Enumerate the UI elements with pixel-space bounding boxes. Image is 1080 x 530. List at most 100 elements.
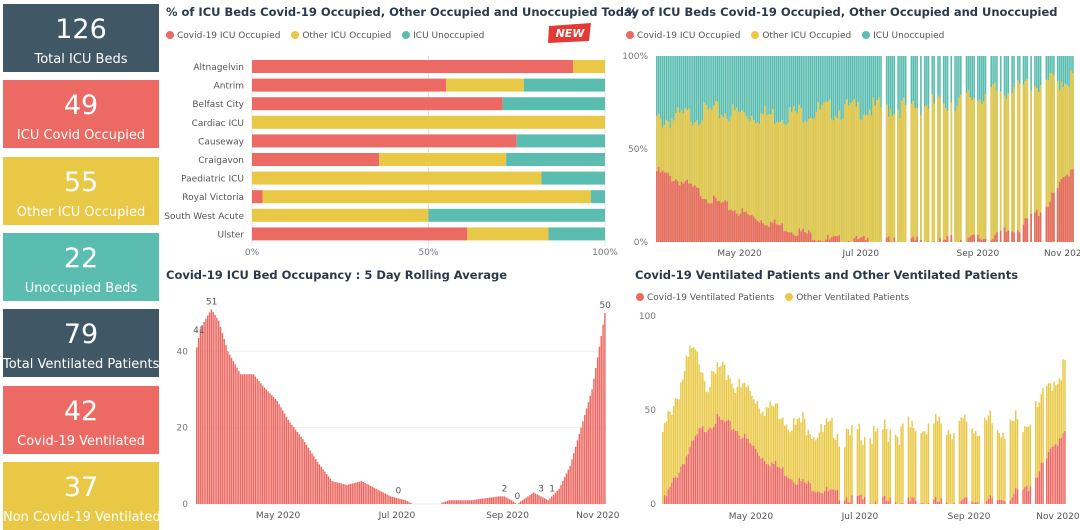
bar-segment (932, 94, 934, 242)
bar-segment (730, 209, 732, 242)
bar-segment (753, 399, 754, 446)
bar (485, 498, 486, 504)
bar-segment (878, 98, 880, 242)
bar-segment (667, 173, 669, 242)
bar (319, 464, 320, 504)
bar-segment (1055, 444, 1056, 504)
bar-segment (658, 167, 660, 242)
bar-segment (681, 182, 683, 242)
bar-segment (252, 153, 379, 166)
bar-segment (793, 235, 795, 242)
legend-item[interactable]: Other ICU Occupied (751, 31, 851, 41)
bar-segment (711, 203, 713, 242)
bar-segment (795, 484, 796, 504)
bar-segment (664, 423, 665, 495)
bar-segment (252, 227, 467, 240)
bar-segment (770, 222, 772, 242)
bar (337, 483, 338, 504)
bar (507, 498, 508, 504)
legend-item[interactable]: Covid-19 ICU Occupied (626, 31, 740, 41)
bar-segment (689, 447, 690, 504)
bar-segment (787, 232, 789, 242)
bar-segment (740, 214, 742, 242)
chart1-legend: Covid-19 ICU Occupied Other ICU Occupied… (166, 31, 492, 41)
bar-segment (742, 208, 744, 242)
bar-segment (1048, 383, 1049, 451)
bar-segment (900, 426, 901, 503)
bar (573, 453, 574, 504)
bar-segment (252, 190, 263, 203)
bar-segment (871, 444, 872, 504)
bar (494, 497, 495, 504)
bar-segment (837, 118, 839, 242)
legend-item[interactable]: Other Ventilated Patients (785, 293, 909, 303)
bar-segment (541, 172, 605, 185)
bar (200, 328, 201, 504)
bar-segment (825, 102, 827, 242)
bar (388, 495, 389, 504)
bar-segment (757, 221, 759, 242)
bar-segment (933, 104, 935, 242)
bar-segment (724, 200, 726, 242)
bar (406, 501, 407, 504)
bar-segment (673, 478, 674, 504)
bar-segment (806, 484, 807, 504)
x-tick-label: Sep 2020 (956, 249, 999, 259)
bar-segment (860, 495, 861, 504)
bar-segment (983, 239, 985, 242)
bar-segment (983, 101, 985, 242)
bar (309, 451, 310, 504)
bar-segment (928, 109, 930, 242)
bar-segment (852, 101, 854, 242)
bar-segment (1010, 500, 1011, 504)
bar-segment (920, 240, 922, 242)
bar (569, 466, 570, 504)
bar (491, 497, 492, 504)
bar-segment (722, 362, 723, 420)
bar-segment (718, 367, 719, 416)
bar-segment (844, 447, 845, 500)
bar-segment (1059, 182, 1061, 242)
bar-segment (1017, 489, 1018, 504)
bar-segment (850, 103, 852, 242)
bar-segment (1051, 447, 1052, 504)
bar (352, 483, 353, 504)
legend-item[interactable]: Covid-19 ICU Occupied (166, 31, 280, 41)
bar (544, 498, 545, 504)
bar-segment (762, 411, 763, 457)
bar (374, 488, 375, 504)
bar-segment (1064, 431, 1065, 504)
bar-segment (709, 428, 710, 504)
bar (394, 497, 395, 504)
bar (231, 358, 232, 504)
bar-segment (788, 430, 789, 478)
bar-segment (762, 223, 764, 242)
bar-segment (669, 487, 670, 504)
bar-segment (970, 97, 972, 242)
legend-item[interactable]: ICU Unoccupied (402, 31, 484, 41)
bar (275, 399, 276, 504)
bar-segment (939, 502, 940, 504)
bar-segment (760, 458, 761, 504)
bar-segment (808, 430, 809, 481)
bar (579, 434, 580, 504)
legend-item[interactable]: Other ICU Occupied (291, 31, 391, 41)
legend-item[interactable]: ICU Unoccupied (862, 31, 944, 41)
bar-segment (706, 392, 707, 432)
y-tick-label: 100% (622, 52, 648, 62)
x-tick-label: 100% (592, 248, 618, 258)
bar (571, 459, 572, 504)
bar-segment (848, 241, 850, 242)
bar-segment (971, 428, 972, 501)
bar-segment (695, 350, 696, 436)
legend-item[interactable]: Covid-19 Ventilated Patients (636, 293, 774, 303)
bar (266, 389, 267, 504)
bar-segment (1024, 426, 1025, 487)
